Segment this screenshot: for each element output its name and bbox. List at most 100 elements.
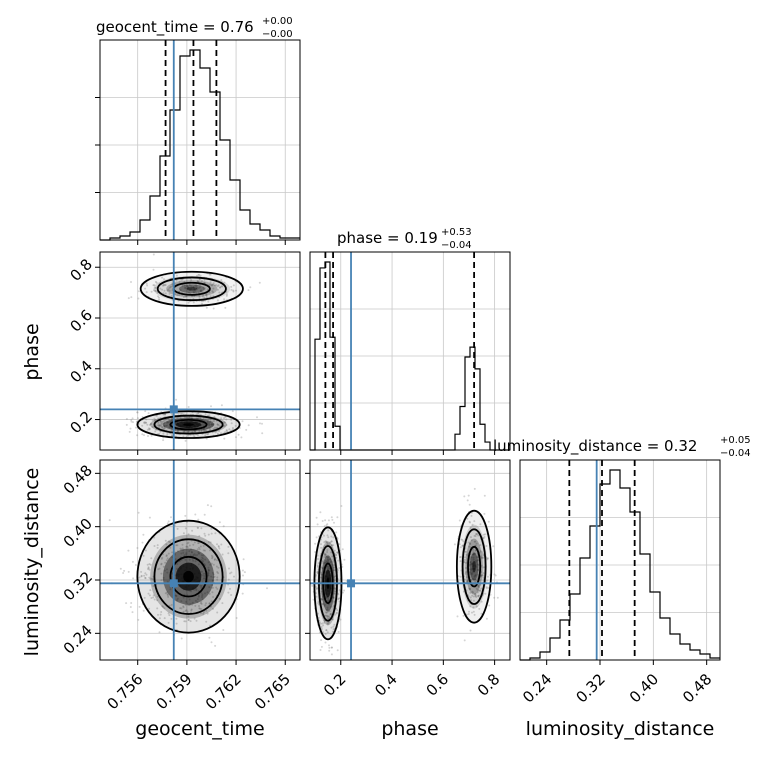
scatter-point <box>161 420 164 423</box>
scatter-point <box>155 286 158 289</box>
scatter-point <box>331 563 334 566</box>
truth-marker-2 <box>347 579 356 588</box>
scatter-point <box>468 610 470 613</box>
scatter-point <box>322 562 325 564</box>
scatter-point <box>473 593 476 595</box>
scatter-point <box>485 617 488 620</box>
scatter-point <box>203 513 206 516</box>
scatter-point <box>473 553 476 556</box>
scatter-point <box>202 572 205 575</box>
scatter-point <box>203 429 205 432</box>
scatter-point <box>108 519 111 522</box>
scatter-point <box>164 418 167 421</box>
scatter-point <box>472 591 475 594</box>
scatter-point <box>323 534 325 537</box>
scatter-point <box>193 288 196 291</box>
xlabel-geocent-time: geocent_time <box>135 718 264 740</box>
scatter-point <box>459 546 462 549</box>
scatter-point <box>314 542 317 545</box>
scatter-point <box>153 289 155 292</box>
scatter-point <box>328 644 330 647</box>
scatter-point <box>216 576 219 579</box>
scatter-point <box>167 595 170 598</box>
scatter-point <box>210 641 213 644</box>
density-level-0-3 <box>179 284 205 294</box>
scatter-point <box>469 527 472 529</box>
scatter-point <box>477 559 480 562</box>
scatter-point <box>215 565 218 568</box>
xtick-label-geocent_time-2: 0.762 <box>202 670 245 713</box>
scatter-point <box>221 553 224 556</box>
scatter-point <box>199 416 202 419</box>
hist-1-frame <box>309 251 511 451</box>
scatter-point <box>161 422 164 425</box>
scatter-point <box>335 611 338 614</box>
scatter-point <box>176 429 179 432</box>
scatter-point <box>201 598 204 601</box>
scatter-point <box>217 545 220 547</box>
scatter-point <box>469 587 471 590</box>
scatter-point <box>168 286 171 289</box>
contour-1-2 <box>467 545 482 588</box>
scatter-point <box>476 556 479 559</box>
scatter-point <box>209 421 211 424</box>
scatter-point <box>163 289 166 292</box>
scatter-point <box>131 611 134 614</box>
scatter-point <box>196 274 198 277</box>
scatter-point <box>169 285 172 288</box>
scatter-point <box>325 560 328 563</box>
scatter-point <box>197 518 200 521</box>
scatter-point <box>185 416 188 419</box>
scatter-point <box>171 413 174 415</box>
scatter-point <box>215 586 218 589</box>
scatter-point <box>473 487 476 490</box>
scatter-point <box>230 571 233 574</box>
scatter-point <box>136 434 139 437</box>
scatter-point <box>336 649 339 652</box>
scatter-point <box>200 428 203 431</box>
scatter-point <box>327 560 330 563</box>
scatter-point <box>140 574 143 577</box>
scatter-point <box>332 596 335 599</box>
scatter-point <box>326 543 329 546</box>
scatter-point <box>190 548 192 551</box>
scatter-point <box>317 616 320 619</box>
scatter-point <box>164 561 167 564</box>
scatter-point <box>467 494 470 497</box>
scatter-point <box>211 424 214 427</box>
scatter-point <box>308 533 310 535</box>
ytick-label-luminosity_distance-2: 0.40 <box>60 515 96 551</box>
scatter-point <box>181 284 184 287</box>
ylabel-phase: phase <box>21 323 43 380</box>
scatter-point <box>208 586 211 589</box>
scatter-point <box>476 588 479 591</box>
scatter-point <box>196 434 199 436</box>
scatter-point <box>197 273 200 276</box>
scatter-point <box>328 615 330 618</box>
scatter-point <box>186 287 189 290</box>
scatter-point <box>150 597 153 599</box>
scatter-point <box>125 418 128 420</box>
scatter-point <box>192 559 195 562</box>
scatter-point <box>175 594 177 597</box>
scatter-point <box>480 574 483 577</box>
scatter-point <box>148 516 151 519</box>
scatter-point <box>331 646 333 649</box>
scatter-point <box>192 290 195 293</box>
scatter-point <box>218 597 221 600</box>
scatter-point <box>475 559 478 562</box>
scatter-point <box>137 511 140 514</box>
scatter-point <box>177 412 180 415</box>
scatter-point <box>153 420 156 422</box>
scatter-point <box>330 653 333 656</box>
scatter-point <box>216 578 219 581</box>
scatter-point <box>202 611 205 614</box>
scatter-point <box>161 556 164 559</box>
scatter-point <box>331 630 334 633</box>
scatter-point <box>496 596 499 599</box>
scatter-point <box>325 629 328 632</box>
scatter-point <box>225 429 228 432</box>
scatter-point <box>466 576 469 579</box>
scatter-point <box>333 623 336 626</box>
scatter-point <box>182 596 185 599</box>
